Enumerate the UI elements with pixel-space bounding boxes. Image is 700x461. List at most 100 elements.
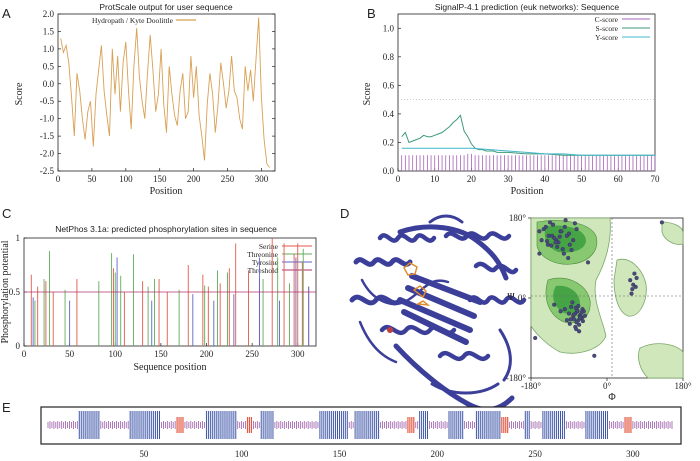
panel-a-frame <box>57 13 276 172</box>
ramachandran-point <box>552 302 557 307</box>
ramachandran-point <box>564 318 569 323</box>
panel-c-legend: Serine Threonine Tyrosine Threshold <box>247 242 312 275</box>
ramachandran-point <box>553 240 558 245</box>
panel-c-xlabel: Sequence position <box>133 362 206 373</box>
panel-a-legend-label: Hydropath / Kyte Doolittle <box>92 16 174 25</box>
ramachandran-point <box>659 220 664 225</box>
panel-b-xtick-label: 70 <box>651 174 661 184</box>
panel-label-d: D <box>340 206 349 221</box>
panel-a-ytick-label: 1.5 <box>43 26 55 36</box>
panel-a-xtick-label: 50 <box>87 174 97 184</box>
panel-a-ytick-label: 1.0 <box>43 44 55 54</box>
panel-a-xtick-label: 100 <box>119 174 133 184</box>
ramachandran-point <box>552 235 557 241</box>
panel-b-series-y-score <box>401 147 655 156</box>
ramachandran-point <box>562 224 567 229</box>
panel-c-xtick-label: 150 <box>154 349 168 359</box>
panel-c-legend-label-threonine: Threonine <box>247 250 278 259</box>
panel-b-legend-label-c: C-score <box>595 15 619 24</box>
ramachandran-ylabel: Ψ <box>507 292 515 303</box>
ramachandran-favored-regions <box>536 220 598 324</box>
panel-b-legend-label-y: Y-score <box>595 33 619 42</box>
ramachandran-xtick-label: -180° <box>521 381 541 391</box>
panel-c-ytick-label: 0.5 <box>9 287 21 297</box>
ramachandran-point <box>546 233 551 238</box>
ramachandran-point <box>569 304 574 309</box>
panel-b-xtick-label: 60 <box>614 174 624 184</box>
protein-3d-structure-image <box>349 214 527 413</box>
panel-e-xtick-label: 150 <box>333 449 347 459</box>
ramachandran-ytick-label: 0° <box>518 293 527 303</box>
panel-e-xtick-label: 300 <box>626 449 640 459</box>
panel-b-ylabel: Score <box>362 82 373 105</box>
ramachandran-xtick-label: 0° <box>603 381 612 391</box>
ramachandran-point <box>628 278 633 283</box>
panel-c-title: NetPhos 3.1a: predicted phosphorylation … <box>55 224 277 234</box>
ramachandran-point <box>569 247 574 253</box>
panel-a-title: ProtScale output for user sequence <box>99 2 233 12</box>
panel-a-ytick-label: 0.5 <box>43 61 55 71</box>
panel-c-xtick-label: 200 <box>200 349 214 359</box>
panel-b-xtick-label: 20 <box>467 174 477 184</box>
panel-label-c: C <box>2 206 11 221</box>
ramachandran-point <box>564 233 569 238</box>
ramachandran-points <box>533 218 664 358</box>
ramachandran-point <box>577 329 582 334</box>
ramachandran-point <box>574 320 579 325</box>
panel-b-xtick-label: 40 <box>540 174 550 184</box>
ramachandran-point <box>563 218 568 223</box>
panel-b-xtick-label: 0 <box>396 174 401 184</box>
panel-a-ylabel: Score <box>14 82 25 105</box>
ramachandran-point <box>577 322 582 327</box>
panel-c-legend-label-threshold: Threshold <box>248 266 279 275</box>
ramachandran-point <box>537 229 542 234</box>
panel-b-ytick-label: 1.0 <box>383 23 395 33</box>
panel-b-ytick-label: 0.8 <box>383 52 395 62</box>
panel-a-xtick-label: 0 <box>56 174 61 184</box>
panel-a-xtick-label: 150 <box>153 174 167 184</box>
panel-b-series-s-score <box>401 114 655 156</box>
ramachandran-point <box>630 287 635 292</box>
ramachandran-point <box>574 327 579 332</box>
ramachandran-point <box>574 227 579 232</box>
panel-b-ytick-label: 0.4 <box>383 109 395 119</box>
ramachandran-point <box>533 335 538 341</box>
panel-b-title: SignalP-4.1 prediction (euk networks): S… <box>435 2 620 12</box>
ramachandran-point <box>632 271 637 276</box>
panel-a-ytick-label: -0.5 <box>40 96 55 106</box>
ramachandran-point <box>561 251 566 256</box>
ramachandran-point <box>550 222 556 227</box>
ramachandran-ytick-label: -180° <box>506 373 526 383</box>
ramachandran-point <box>568 317 573 322</box>
panel-a-xtick-label: 300 <box>255 174 269 184</box>
panel-a-series-hydropathy <box>60 17 270 168</box>
panel-c-netphos-plot: NetPhos 3.1a: predicted phosphorylation … <box>0 224 317 373</box>
panel-c-xtick-label: 0 <box>22 349 27 359</box>
panel-e-xtick-label: 100 <box>235 449 249 459</box>
ramachandran-point <box>592 353 597 358</box>
ramachandran-point <box>566 255 571 261</box>
ramachandran-point <box>555 244 560 249</box>
ramachandran-point <box>572 221 577 226</box>
panel-a-xtick-label: 200 <box>187 174 201 184</box>
panel-b-xtick-label: 50 <box>577 174 587 184</box>
panel-c-ytick-label: 1 <box>16 233 21 243</box>
ramachandran-point <box>572 317 577 322</box>
panel-label-e: E <box>2 400 11 415</box>
ramachandran-point <box>557 234 562 239</box>
ramachandran-point <box>544 239 550 244</box>
ramachandran-point <box>577 315 583 321</box>
panel-label-b: B <box>367 6 376 21</box>
panel-b-ytick-label: 0.6 <box>383 80 395 90</box>
panel-b-signalp-plot: SignalP-4.1 prediction (euk networks): S… <box>362 2 660 197</box>
ramachandran-point <box>571 238 576 243</box>
panel-a-ytick-label: 2.0 <box>43 9 55 19</box>
panel-label-a: A <box>2 6 11 21</box>
panel-a-ytick-label: -1.0 <box>40 114 55 124</box>
panel-a-ytick-label: -2.5 <box>40 166 55 176</box>
panel-b-xtick-label: 10 <box>430 174 440 184</box>
ramachandran-point <box>573 305 578 310</box>
panel-e-secondary-structure: 50 100 150 200 250 300 <box>40 406 682 459</box>
ramachandran-point <box>566 311 572 316</box>
